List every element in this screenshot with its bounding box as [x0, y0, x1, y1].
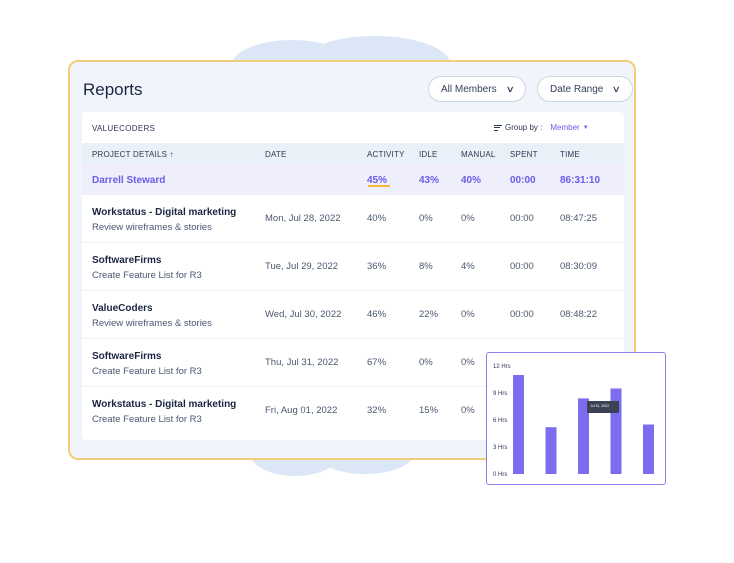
row-manual: 0%	[461, 405, 475, 416]
group-by-control[interactable]: Group by : Member ▼	[494, 123, 589, 132]
row-spent: 00:00	[510, 309, 534, 320]
member-time: 86:31:10	[560, 175, 601, 186]
row-task: Review wireframes & stories	[92, 318, 212, 329]
group-by-value[interactable]: Member	[550, 123, 580, 132]
row-idle: 22%	[419, 309, 439, 320]
row-date: Fri, Aug 01, 2022	[265, 405, 338, 416]
row-activity: 46%	[367, 309, 387, 320]
member-name: Darrell Steward	[92, 175, 166, 186]
row-idle: 0%	[419, 357, 433, 368]
row-manual: 0%	[461, 213, 475, 224]
y-tick-label: 3 Hrs	[493, 445, 507, 451]
members-dropdown[interactable]: All Members ∨	[428, 76, 527, 102]
row-task: Create Feature List for R3	[92, 414, 202, 425]
y-tick-label: 6 Hrs	[493, 418, 507, 424]
group-by-label: Group by :	[505, 123, 543, 132]
row-activity: 40%	[367, 213, 387, 224]
chart-bar[interactable]	[513, 375, 524, 474]
row-date: Wed, Jul 30, 2022	[265, 309, 342, 320]
row-time: 08:47:25	[560, 213, 597, 224]
row-idle: 0%	[419, 213, 433, 224]
chevron-down-icon: ∨	[612, 83, 622, 94]
col-idle: IDLE	[419, 150, 438, 159]
y-tick-label: 9 Hrs	[493, 391, 507, 397]
member-activity: 45%	[367, 175, 388, 186]
row-activity: 32%	[367, 405, 387, 416]
chart-bar[interactable]	[610, 388, 622, 475]
row-project: SoftwareFirms	[92, 351, 162, 362]
row-project: Workstatus - Digital marketing	[92, 399, 237, 410]
row-project: ValueCoders	[92, 303, 153, 314]
col-activity: ACTIVITY	[367, 150, 405, 159]
chart-bar[interactable]	[643, 424, 654, 475]
date-range-dropdown-label: Date Range	[550, 83, 604, 95]
table-row[interactable]: SoftwareFirms Create Feature List for R3…	[82, 339, 624, 387]
member-spent: 00:00	[510, 175, 536, 186]
row-activity: 67%	[367, 357, 387, 368]
member-idle: 43%	[419, 175, 440, 186]
row-project: Workstatus - Digital marketing	[92, 207, 237, 218]
member-manual: 40%	[461, 175, 482, 186]
y-tick-label: 0 Hrs	[493, 472, 507, 478]
company-name: VALUECODERS	[92, 124, 156, 133]
row-task: Create Feature List for R3	[92, 270, 202, 281]
row-task: Create Feature List for R3	[92, 366, 202, 377]
col-spent: SPENT	[510, 150, 538, 159]
row-idle: 15%	[419, 405, 439, 416]
col-manual: MANUAL	[461, 150, 496, 159]
row-spent: 00:00	[510, 261, 534, 272]
row-manual: 0%	[461, 309, 475, 320]
chart-bar[interactable]	[545, 427, 557, 474]
row-idle: 8%	[419, 261, 433, 272]
table-row[interactable]: Workstatus - Digital marketing Review wi…	[82, 195, 624, 243]
member-summary-row[interactable]: Darrell Steward 45% 43% 40% 00:00 86:31:…	[82, 164, 624, 195]
row-date: Mon, Jul 28, 2022	[265, 213, 341, 224]
row-project: SoftwareFirms	[92, 255, 162, 266]
hours-bar-chart: 0 Hrs 3 Hrs 6 Hrs 9 Hrs 12 Hrs Jul 31, 2022	[486, 352, 666, 485]
y-tick-label: 12 Hrs	[493, 364, 511, 370]
chevron-down-icon: ∨	[505, 83, 515, 94]
row-activity: 36%	[367, 261, 387, 272]
row-spent: 00:00	[510, 213, 534, 224]
date-range-dropdown[interactable]: Date Range ∨	[537, 76, 633, 102]
table-header: PROJECT DETAILS ↑ DATE ACTIVITY IDLE MAN…	[82, 143, 624, 164]
caret-down-icon: ▼	[582, 124, 589, 131]
filter-lines-icon	[494, 123, 502, 132]
chart-tooltip-text: Jul 31, 2022	[590, 404, 609, 408]
activity-underline	[368, 185, 390, 187]
col-date: DATE	[265, 150, 287, 159]
col-time: TIME	[560, 150, 580, 159]
chart-svg: 0 Hrs 3 Hrs 6 Hrs 9 Hrs 12 Hrs Jul 31, 2022	[493, 364, 654, 478]
page-title: Reports	[83, 80, 143, 99]
row-time: 08:48:22	[560, 309, 597, 320]
col-project-details[interactable]: PROJECT DETAILS ↑	[92, 150, 174, 159]
chart-bar[interactable]	[578, 398, 589, 474]
table-row[interactable]: SoftwareFirms Create Feature List for R3…	[82, 243, 624, 291]
row-time: 08:30:09	[560, 261, 597, 272]
chart-tooltip	[587, 401, 619, 413]
row-manual: 4%	[461, 261, 475, 272]
row-date: Tue, Jul 29, 2022	[265, 261, 339, 272]
row-date: Thu, Jul 31, 2022	[265, 357, 339, 368]
members-dropdown-label: All Members	[441, 83, 497, 95]
row-task: Review wireframes & stories	[92, 222, 212, 233]
row-manual: 0%	[461, 357, 475, 368]
table-row[interactable]: ValueCoders Review wireframes & stories …	[82, 291, 624, 339]
table-row[interactable]: Workstatus - Digital marketing Create Fe…	[82, 387, 624, 435]
reports-card: Reports All Members ∨ Date Range ∨ VALUE…	[68, 60, 636, 460]
